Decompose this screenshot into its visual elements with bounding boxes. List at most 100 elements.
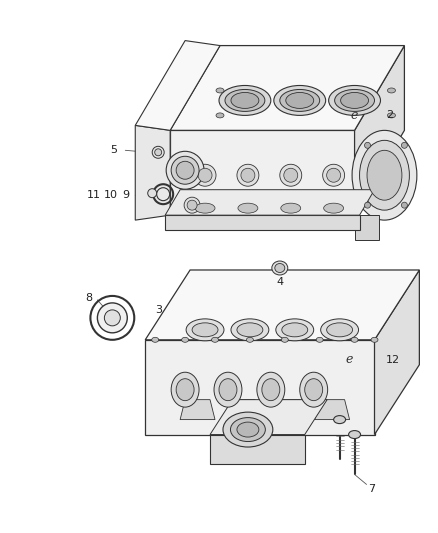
Ellipse shape bbox=[364, 202, 371, 208]
Ellipse shape bbox=[371, 337, 378, 342]
Ellipse shape bbox=[187, 200, 197, 210]
Ellipse shape bbox=[281, 203, 301, 213]
Polygon shape bbox=[270, 400, 305, 419]
Ellipse shape bbox=[233, 200, 263, 216]
Ellipse shape bbox=[272, 261, 288, 275]
Ellipse shape bbox=[237, 422, 259, 437]
Polygon shape bbox=[355, 46, 404, 215]
Ellipse shape bbox=[237, 323, 263, 337]
Ellipse shape bbox=[171, 372, 199, 407]
Ellipse shape bbox=[192, 323, 218, 337]
Ellipse shape bbox=[219, 85, 271, 116]
Text: e: e bbox=[346, 353, 353, 366]
Ellipse shape bbox=[262, 379, 280, 401]
Text: 2: 2 bbox=[386, 110, 393, 120]
Ellipse shape bbox=[275, 263, 285, 272]
Ellipse shape bbox=[334, 416, 346, 424]
Ellipse shape bbox=[238, 203, 258, 213]
Polygon shape bbox=[225, 400, 260, 419]
Text: 11: 11 bbox=[86, 190, 100, 200]
Ellipse shape bbox=[157, 188, 170, 200]
Text: 9: 9 bbox=[123, 190, 130, 200]
Ellipse shape bbox=[104, 310, 120, 326]
Ellipse shape bbox=[327, 168, 341, 182]
Polygon shape bbox=[374, 270, 419, 434]
Ellipse shape bbox=[300, 372, 328, 407]
Ellipse shape bbox=[219, 379, 237, 401]
Ellipse shape bbox=[166, 151, 204, 189]
Ellipse shape bbox=[194, 164, 216, 186]
Ellipse shape bbox=[195, 203, 215, 213]
Ellipse shape bbox=[216, 113, 224, 118]
Text: 8: 8 bbox=[85, 293, 92, 303]
Ellipse shape bbox=[230, 417, 265, 441]
Polygon shape bbox=[170, 131, 355, 215]
Ellipse shape bbox=[305, 379, 323, 401]
Polygon shape bbox=[165, 215, 360, 230]
Ellipse shape bbox=[274, 85, 326, 116]
Ellipse shape bbox=[257, 372, 285, 407]
Polygon shape bbox=[135, 125, 170, 220]
Ellipse shape bbox=[364, 142, 371, 148]
Ellipse shape bbox=[280, 90, 320, 111]
Ellipse shape bbox=[241, 168, 255, 182]
Ellipse shape bbox=[237, 164, 259, 186]
Ellipse shape bbox=[184, 197, 200, 213]
Ellipse shape bbox=[280, 164, 302, 186]
Ellipse shape bbox=[276, 200, 306, 216]
Ellipse shape bbox=[316, 337, 323, 342]
Ellipse shape bbox=[335, 90, 374, 111]
Polygon shape bbox=[165, 190, 374, 215]
Polygon shape bbox=[314, 400, 350, 419]
Ellipse shape bbox=[319, 200, 349, 216]
Ellipse shape bbox=[182, 337, 189, 342]
Text: e: e bbox=[351, 109, 358, 122]
Ellipse shape bbox=[97, 303, 127, 333]
Ellipse shape bbox=[176, 379, 194, 401]
Ellipse shape bbox=[214, 372, 242, 407]
Ellipse shape bbox=[198, 168, 212, 182]
Polygon shape bbox=[210, 400, 327, 434]
Ellipse shape bbox=[276, 319, 314, 341]
Ellipse shape bbox=[152, 337, 159, 342]
Ellipse shape bbox=[155, 149, 162, 156]
Text: 3: 3 bbox=[155, 305, 162, 315]
Ellipse shape bbox=[388, 88, 396, 93]
Ellipse shape bbox=[231, 319, 269, 341]
Ellipse shape bbox=[190, 200, 220, 216]
Ellipse shape bbox=[401, 202, 407, 208]
Ellipse shape bbox=[324, 203, 343, 213]
Text: 4: 4 bbox=[276, 277, 283, 287]
Polygon shape bbox=[355, 215, 379, 240]
Ellipse shape bbox=[349, 431, 360, 439]
Ellipse shape bbox=[223, 412, 273, 447]
Ellipse shape bbox=[360, 140, 410, 210]
Text: 5: 5 bbox=[110, 146, 117, 155]
Polygon shape bbox=[135, 41, 220, 131]
Ellipse shape bbox=[148, 189, 157, 198]
Polygon shape bbox=[180, 400, 215, 419]
Ellipse shape bbox=[352, 131, 417, 220]
Ellipse shape bbox=[171, 156, 199, 184]
Ellipse shape bbox=[186, 319, 224, 341]
Ellipse shape bbox=[327, 323, 353, 337]
Ellipse shape bbox=[281, 337, 288, 342]
Ellipse shape bbox=[401, 142, 407, 148]
Ellipse shape bbox=[328, 85, 381, 116]
Text: 10: 10 bbox=[103, 190, 117, 200]
Ellipse shape bbox=[282, 323, 308, 337]
Polygon shape bbox=[210, 434, 305, 464]
Ellipse shape bbox=[152, 147, 164, 158]
Ellipse shape bbox=[247, 337, 254, 342]
Ellipse shape bbox=[367, 150, 402, 200]
Polygon shape bbox=[170, 46, 404, 131]
Ellipse shape bbox=[176, 161, 194, 179]
Ellipse shape bbox=[341, 92, 368, 108]
Ellipse shape bbox=[351, 337, 358, 342]
Polygon shape bbox=[145, 340, 374, 434]
Ellipse shape bbox=[286, 92, 314, 108]
Ellipse shape bbox=[323, 164, 345, 186]
Ellipse shape bbox=[216, 88, 224, 93]
Ellipse shape bbox=[225, 90, 265, 111]
Ellipse shape bbox=[284, 168, 298, 182]
